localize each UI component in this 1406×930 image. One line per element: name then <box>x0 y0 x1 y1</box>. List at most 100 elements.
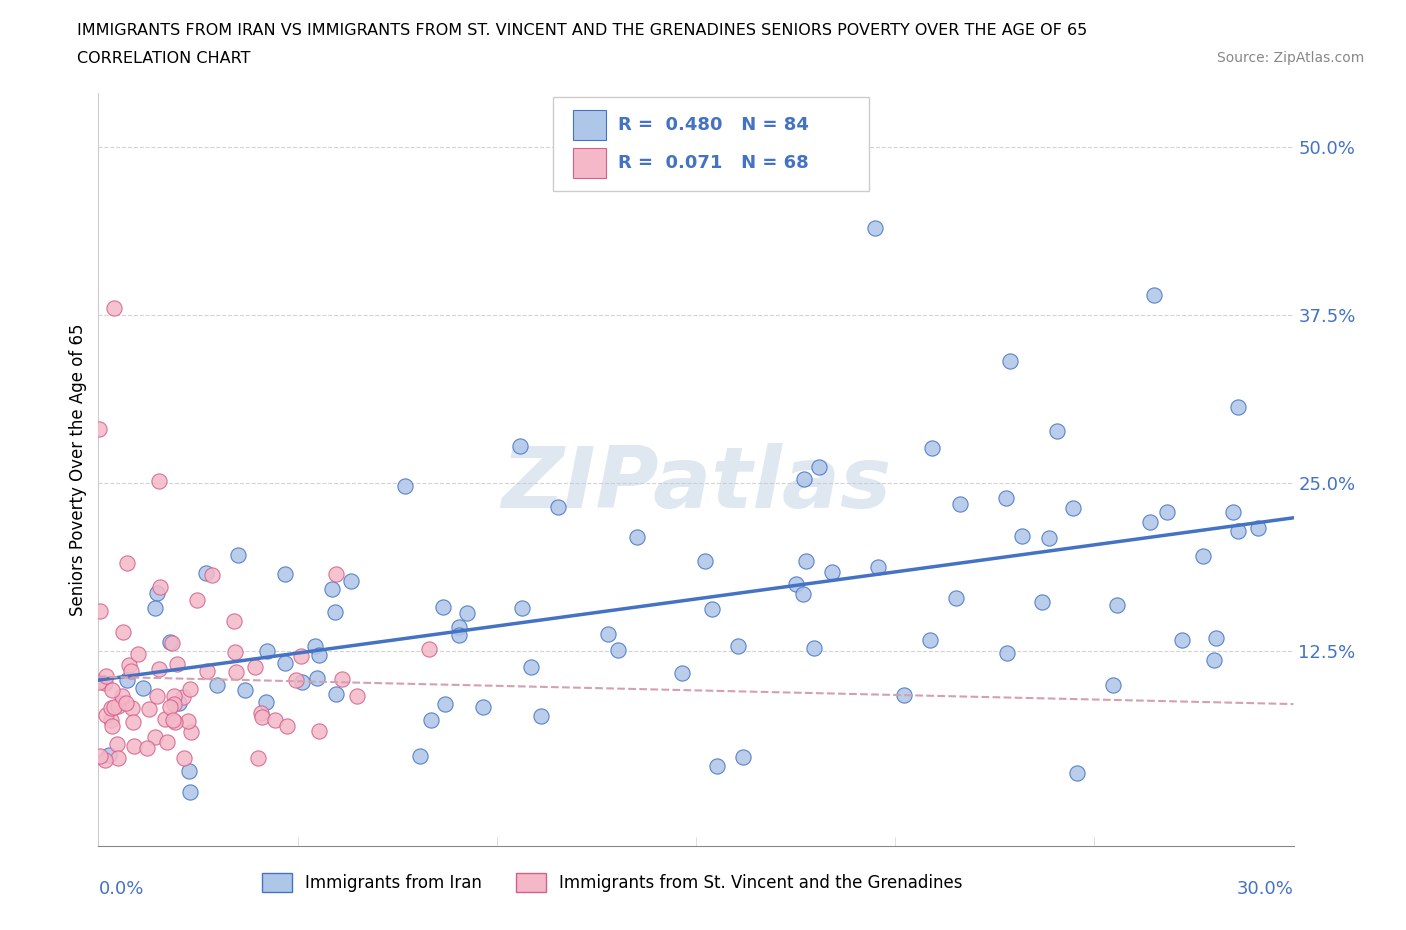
Point <box>284 672 307 687</box>
Point <box>180 724 202 739</box>
Point <box>325 567 347 582</box>
Point <box>131 681 153 696</box>
Point <box>115 672 138 687</box>
Point <box>112 625 135 640</box>
Point <box>122 738 145 753</box>
Point <box>727 639 749 654</box>
Point <box>167 696 190 711</box>
Point <box>250 705 273 720</box>
Point <box>107 698 129 713</box>
Point <box>118 658 141 672</box>
Point <box>264 712 287 727</box>
Bar <box>572 148 606 179</box>
Point <box>179 682 201 697</box>
Point <box>1062 501 1084 516</box>
Point <box>792 587 814 602</box>
Y-axis label: Seniors Poverty Over the Age of 65: Seniors Poverty Over the Age of 65 <box>69 324 87 616</box>
Point <box>865 220 887 235</box>
Point <box>1247 520 1270 535</box>
Point <box>114 696 136 711</box>
Text: CORRELATION CHART: CORRELATION CHART <box>77 51 250 66</box>
Point <box>995 645 1018 660</box>
Point <box>201 568 224 583</box>
Point <box>420 712 443 727</box>
Point <box>256 644 278 658</box>
Point <box>111 688 134 703</box>
Point <box>509 439 531 454</box>
Point <box>122 715 145 730</box>
Point <box>793 472 815 486</box>
Point <box>330 672 353 687</box>
Point <box>254 695 277 710</box>
Point <box>1000 354 1022 369</box>
Point <box>700 602 723 617</box>
FancyBboxPatch shape <box>553 97 869 191</box>
Point <box>1227 399 1250 414</box>
Point <box>1066 765 1088 780</box>
Text: R =  0.071   N = 68: R = 0.071 N = 68 <box>619 154 808 172</box>
Point <box>247 751 270 765</box>
Point <box>105 737 128 751</box>
Point <box>920 632 942 647</box>
Point <box>179 764 201 778</box>
Point <box>149 579 172 594</box>
Point <box>606 642 628 657</box>
Point <box>97 748 120 763</box>
Point <box>706 759 728 774</box>
Point <box>893 688 915 703</box>
Point <box>346 688 368 703</box>
Text: IMMIGRANTS FROM IRAN VS IMMIGRANTS FROM ST. VINCENT AND THE GRENADINES SENIORS P: IMMIGRANTS FROM IRAN VS IMMIGRANTS FROM … <box>77 23 1088 38</box>
Point <box>693 554 716 569</box>
Point <box>994 491 1017 506</box>
Point <box>808 459 831 474</box>
Point <box>530 709 553 724</box>
Point <box>93 676 115 691</box>
Point <box>1038 531 1060 546</box>
Point <box>290 648 312 663</box>
Point <box>165 715 187 730</box>
Point <box>307 671 329 685</box>
Point <box>447 620 470 635</box>
Point <box>1046 423 1069 438</box>
Point <box>89 604 111 618</box>
Point <box>1191 549 1213 564</box>
Point <box>1205 631 1227 645</box>
Point <box>325 687 347 702</box>
Point <box>291 674 314 689</box>
Point <box>1031 595 1053 610</box>
Point <box>100 719 122 734</box>
Point <box>136 740 159 755</box>
Point <box>276 718 298 733</box>
Point <box>146 586 169 601</box>
Point <box>101 682 124 697</box>
Point <box>598 627 620 642</box>
Point <box>155 711 177 726</box>
Point <box>308 647 330 662</box>
Point <box>456 605 478 620</box>
Point <box>128 647 150 662</box>
Point <box>145 601 167 616</box>
Point <box>100 712 122 727</box>
Point <box>1011 529 1033 544</box>
Point <box>159 699 181 714</box>
Point <box>340 573 363 588</box>
Point <box>195 663 218 678</box>
Point <box>547 499 569 514</box>
Point <box>222 614 245 629</box>
Point <box>1143 287 1166 302</box>
Text: R =  0.480   N = 84: R = 0.480 N = 84 <box>619 116 810 135</box>
Point <box>107 751 129 765</box>
Point <box>323 604 346 619</box>
Point <box>472 699 495 714</box>
Point <box>148 473 170 488</box>
Point <box>243 659 266 674</box>
Point <box>110 695 132 710</box>
Point <box>103 300 125 315</box>
Point <box>409 749 432 764</box>
Point <box>233 683 256 698</box>
Point <box>195 565 218 580</box>
Point <box>949 497 972 512</box>
Point <box>731 750 754 764</box>
Point <box>1202 653 1225 668</box>
Point <box>94 669 117 684</box>
